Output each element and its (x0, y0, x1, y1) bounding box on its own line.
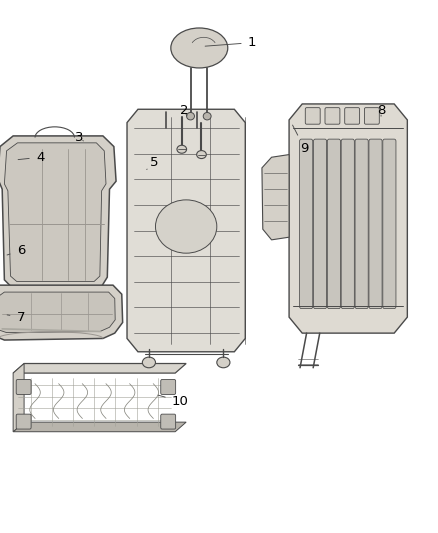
Polygon shape (127, 109, 245, 352)
FancyBboxPatch shape (341, 139, 354, 309)
FancyBboxPatch shape (305, 108, 320, 124)
Text: 7: 7 (7, 311, 25, 324)
FancyBboxPatch shape (325, 108, 340, 124)
Ellipse shape (197, 151, 206, 159)
Text: 5: 5 (147, 156, 159, 169)
FancyBboxPatch shape (314, 139, 327, 309)
Text: 8: 8 (377, 104, 385, 117)
Text: 4: 4 (18, 151, 45, 164)
Text: 10: 10 (158, 395, 189, 408)
FancyBboxPatch shape (16, 379, 31, 394)
FancyBboxPatch shape (300, 139, 313, 309)
Text: 3: 3 (75, 131, 84, 144)
Text: 6: 6 (7, 244, 25, 257)
FancyBboxPatch shape (383, 139, 396, 309)
Polygon shape (13, 422, 186, 432)
Ellipse shape (177, 145, 187, 154)
Ellipse shape (187, 112, 194, 120)
Text: 2: 2 (180, 104, 188, 117)
Ellipse shape (217, 357, 230, 368)
Polygon shape (0, 292, 115, 333)
FancyBboxPatch shape (364, 108, 379, 124)
Polygon shape (13, 364, 186, 373)
FancyBboxPatch shape (327, 139, 340, 309)
FancyBboxPatch shape (161, 379, 176, 394)
Polygon shape (262, 155, 289, 240)
Ellipse shape (203, 112, 211, 120)
Ellipse shape (142, 357, 155, 368)
FancyBboxPatch shape (16, 414, 31, 429)
Ellipse shape (155, 200, 217, 253)
Polygon shape (13, 364, 24, 432)
FancyBboxPatch shape (161, 414, 176, 429)
FancyBboxPatch shape (369, 139, 382, 309)
Polygon shape (0, 136, 116, 288)
Polygon shape (4, 143, 106, 281)
FancyBboxPatch shape (345, 108, 360, 124)
Text: 9: 9 (293, 125, 309, 155)
Text: 1: 1 (205, 36, 257, 49)
Ellipse shape (171, 28, 228, 68)
Polygon shape (0, 285, 123, 340)
FancyBboxPatch shape (355, 139, 368, 309)
Polygon shape (289, 104, 407, 333)
